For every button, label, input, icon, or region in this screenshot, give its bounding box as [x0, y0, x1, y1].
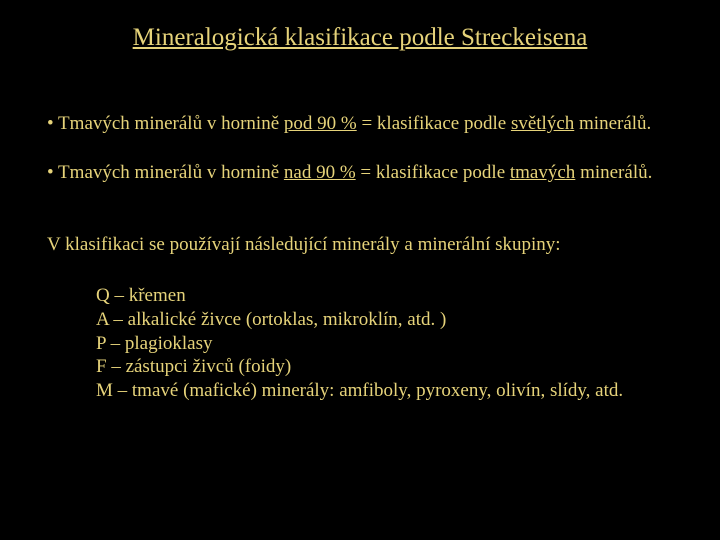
bullet1-category: světlých [511, 113, 574, 134]
list-item-m: M – tmavé (mafické) minerály: amfiboly, … [96, 379, 623, 403]
bullet1-threshold: pod 90 % [284, 113, 357, 134]
intro-text: V klasifikaci se používají následující m… [47, 234, 561, 256]
bullet-over-90: • Tmavých minerálů v hornině nad 90 % = … [47, 162, 652, 184]
bullet2-threshold: nad 90 % [284, 162, 356, 183]
bullet1-mid: = klasifikace podle [357, 113, 511, 134]
bullet2-category: tmavých [510, 162, 575, 183]
list-item-f: F – zástupci živců (foidy) [96, 355, 623, 379]
slide-title: Mineralogická klasifikace podle Streckei… [0, 24, 720, 52]
bullet2-suffix: minerálů. [575, 162, 652, 183]
bullet2-mid: = klasifikace podle [356, 162, 510, 183]
bullet1-prefix: • Tmavých minerálů v hornině [47, 113, 284, 134]
slide: Mineralogická klasifikace podle Streckei… [0, 0, 720, 540]
bullet-under-90: • Tmavých minerálů v hornině pod 90 % = … [47, 113, 651, 135]
mineral-list: Q – křemen A – alkalické živce (ortoklas… [96, 284, 623, 403]
bullet2-prefix: • Tmavých minerálů v hornině [47, 162, 284, 183]
list-item-p: P – plagioklasy [96, 332, 623, 356]
bullet1-suffix: minerálů. [574, 113, 651, 134]
list-item-a: A – alkalické živce (ortoklas, mikroklín… [96, 308, 623, 332]
list-item-q: Q – křemen [96, 284, 623, 308]
